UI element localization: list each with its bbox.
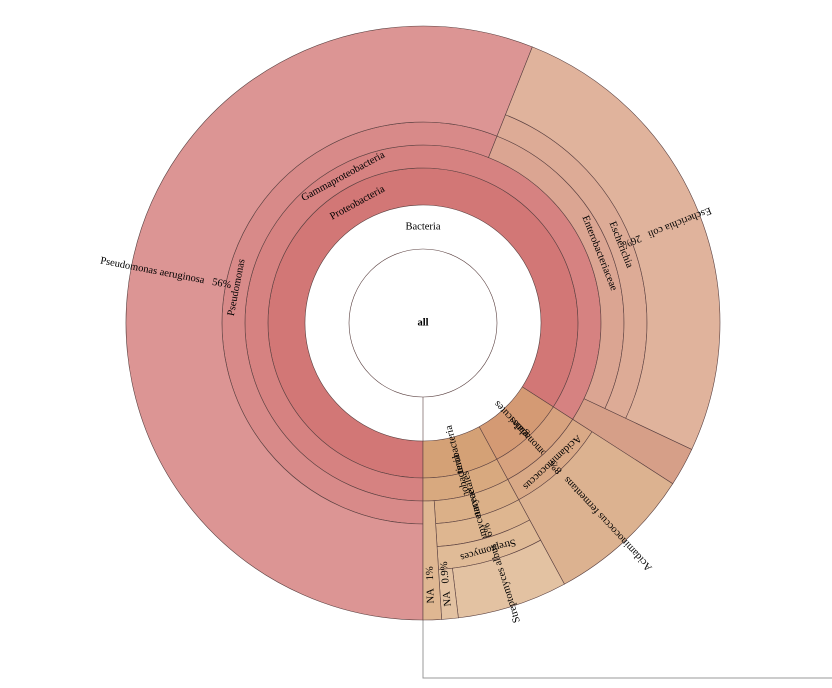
leaf-percent: 6% (481, 521, 496, 538)
leaf-percent: 56% (211, 277, 232, 291)
leaf-label: NA 0.9% (439, 561, 454, 607)
leaf-wedge (422, 500, 442, 621)
leaf-label: NA 1% (425, 566, 437, 604)
leaf-name: NA (426, 588, 437, 604)
node-label: Bacteria (406, 221, 441, 232)
center-hole (348, 248, 498, 398)
leaf-percent: 1% (425, 566, 436, 581)
center-label: all (417, 317, 428, 328)
leaf-name: NA (442, 590, 454, 607)
leaf-wedge (125, 25, 533, 621)
leaf-wedge (505, 46, 721, 450)
leaf-percent: 0.9% (439, 561, 452, 584)
details-frame (422, 620, 832, 679)
